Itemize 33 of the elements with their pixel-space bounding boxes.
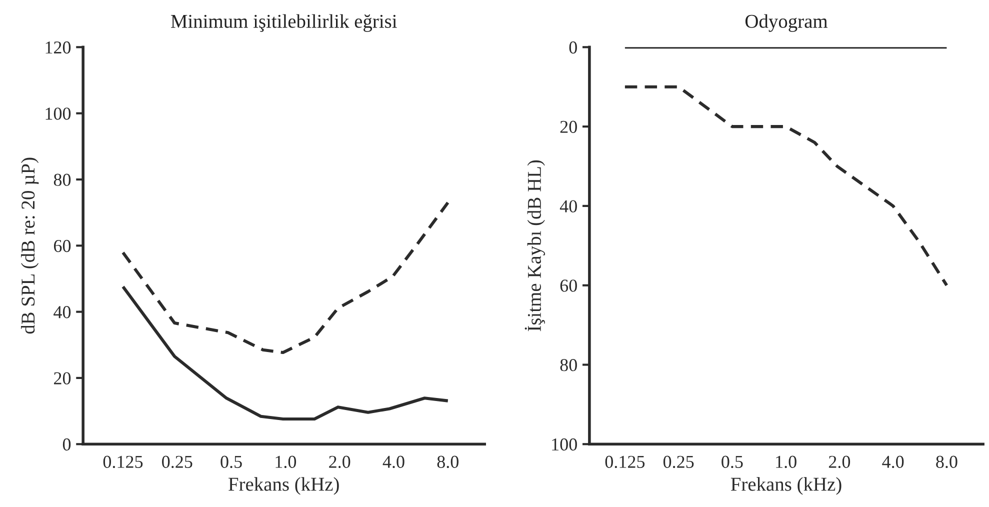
y-tick-label: 40 xyxy=(560,200,577,212)
x-tick-label: 8.0 xyxy=(936,456,958,468)
x-tick-label: 0.5 xyxy=(722,456,743,468)
x-tick-label: 4.0 xyxy=(882,456,904,468)
x-axis-title: Frekans (kHz) xyxy=(730,477,842,495)
x-tick-label: 4.0 xyxy=(382,456,404,468)
y-tick-label: 80 xyxy=(560,358,577,372)
x-tick-label: 0.5 xyxy=(220,456,242,468)
chart-title: Odyogram xyxy=(745,14,828,32)
y-tick-label: 20 xyxy=(54,372,71,384)
y-axis-title: dB SPL (dB re: 20 µP) xyxy=(21,158,39,334)
chart-title: Minimum işitilebilirlik eğrisi xyxy=(170,14,397,32)
y-tick-label: 100 xyxy=(46,108,71,120)
y-tick-label: 0 xyxy=(569,41,577,54)
y-tick-label: 0 xyxy=(62,438,71,451)
y-tick-label: 40 xyxy=(54,306,71,318)
y-tick-label: 120 xyxy=(46,41,71,54)
y-tick-label: 20 xyxy=(560,120,577,133)
y-tick-label: 60 xyxy=(54,240,71,252)
x-tick-label: 1.0 xyxy=(776,456,796,468)
x-tick-label: 0.25 xyxy=(162,456,192,468)
x-axis-title: Frekans (kHz) xyxy=(228,477,339,495)
y-tick-label: 60 xyxy=(560,280,577,292)
x-tick-label: 0.125 xyxy=(103,456,143,468)
x-tick-label: 1.0 xyxy=(276,456,296,468)
x-tick-label: 8.0 xyxy=(437,456,458,468)
x-tick-label: 2.0 xyxy=(828,456,850,468)
x-tick-label: 2.0 xyxy=(329,456,350,468)
y-axis-title: İşitme Kaybı (dB HL) xyxy=(524,160,545,332)
y-tick-label: 100 xyxy=(552,438,577,451)
y-tick-label: 80 xyxy=(54,174,71,186)
x-tick-label: 0.25 xyxy=(663,456,694,468)
x-tick-label: 0.125 xyxy=(605,456,645,468)
